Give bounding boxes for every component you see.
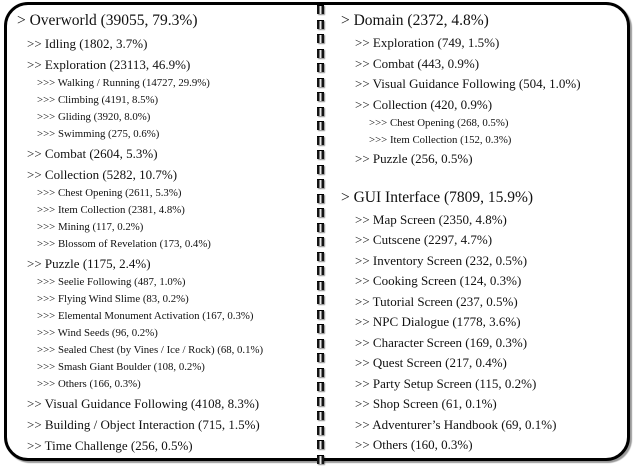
- binding-ring-icon: [316, 48, 324, 58]
- binding-ring-icon: [316, 382, 324, 392]
- tree-item: >>> Chest Opening (268, 0.5%): [369, 117, 509, 129]
- binding-ring-icon: [316, 19, 324, 29]
- binding-ring-icon: [316, 237, 324, 247]
- tree-item: >> Adventurer’s Handbook (69, 0.1%): [355, 416, 557, 432]
- tree-item: >>> Flying Wind Slime (83, 0.2%): [37, 293, 189, 305]
- left-page: > Overworld (39055, 79.3%) >> Idling (180…: [17, 9, 309, 456]
- binding-ring-icon: [316, 135, 324, 145]
- tree-item: >> Exploration (23113, 46.9%): [27, 57, 191, 72]
- binding-ring-icon: [316, 5, 324, 14]
- tree-item: >>> Elemental Monument Activation (167, …: [37, 310, 254, 322]
- tree-item: >> Tutorial Screen (237, 0.5%): [355, 293, 518, 309]
- tree-item: >> Cutscene (2297, 4.7%): [355, 232, 493, 247]
- binding-ring-icon: [316, 309, 324, 319]
- binding-ring-icon: [316, 324, 324, 334]
- binding-ring-icon: [316, 106, 324, 116]
- tree-item: >> Time Challenge (256, 0.5%): [27, 438, 193, 453]
- binding-ring-icon: [316, 164, 324, 174]
- tree-item: >>> Chest Opening (2611, 5.3%): [37, 187, 182, 199]
- tree-item: >> Building / Object Interaction (715, 1…: [27, 417, 260, 432]
- binding-ring-icon: [316, 353, 324, 363]
- tree-item: >> Cooking Screen (124, 0.3%): [355, 273, 522, 288]
- tree-section: > Domain (2372, 4.8%) >> Exploration (749…: [341, 9, 623, 170]
- tree-item: >>> Seelie Following (487, 1.0%): [37, 276, 186, 288]
- tree-section: > GUI Interface (7809, 15.9%) >> Map Scre…: [341, 186, 623, 456]
- tree-item: >>> Blossom of Revelation (173, 0.4%): [37, 238, 211, 250]
- tree-item: >> Quest Screen (217, 0.4%): [355, 355, 507, 370]
- tree-item: >>> Walking / Running (14727, 29.9%): [37, 77, 210, 89]
- tree-item: >>> Sealed Chest (by Vines / Ice / Rock)…: [37, 344, 264, 356]
- binding-ring-icon: [316, 411, 324, 421]
- binding-ring-icon: [316, 77, 324, 87]
- tree-item: >>> Item Collection (152, 0.3%): [369, 134, 512, 146]
- binding-ring-icon: [316, 280, 324, 290]
- tree-item: >> Combat (443, 0.9%): [355, 55, 480, 71]
- binding-ring-icon: [316, 34, 324, 44]
- binding-ring-icon: [316, 222, 324, 232]
- tree-item: >> Character Screen (169, 0.3%): [355, 334, 528, 350]
- binding-ring-icon: [316, 266, 324, 276]
- binding-ring-icon: [316, 251, 324, 261]
- tree-item: >> Collection (420, 0.9%): [355, 96, 493, 112]
- tree-item: >>> Smash Giant Boulder (108, 0.2%): [37, 361, 205, 373]
- tree-item: >> Visual Guidance Following (504, 1.0%): [355, 76, 581, 91]
- binding-ring-icon: [316, 440, 324, 450]
- binding-ring-icon: [316, 193, 324, 203]
- binding-ring-icon: [316, 367, 324, 377]
- tree-item: >> Combat (2604, 5.3%): [27, 146, 158, 161]
- tree-item: >> Party Setup Screen (115, 0.2%): [355, 375, 537, 391]
- tree-item: >> Visual Guidance Following (4108, 8.3%…: [27, 396, 260, 411]
- tree-item: >> Exploration (749, 1.5%): [355, 35, 500, 50]
- binding-ring-icon: [316, 179, 324, 189]
- tree-item: >> Map Screen (2350, 4.8%): [355, 211, 507, 227]
- binding-ring-icon: [316, 92, 324, 102]
- binding-ring-icon: [316, 63, 324, 73]
- tree-item: >> Inventory Screen (232, 0.5%): [355, 252, 528, 268]
- binding-ring-icon: [316, 295, 324, 305]
- tree-item: >>> Wind Seeds (96, 0.2%): [37, 327, 158, 339]
- tree-item: >> Puzzle (1175, 2.4%): [27, 256, 151, 271]
- notebook-figure: > Overworld (39055, 79.3%) >> Idling (180…: [4, 2, 630, 464]
- tree-item: >> Idling (1802, 3.7%): [27, 36, 148, 51]
- binding-ring-icon: [316, 396, 324, 406]
- tree-item: >> Collection (5282, 10.7%): [27, 167, 178, 182]
- tree-item: >>> Gliding (3920, 8.0%): [37, 111, 151, 123]
- binding-ring-icon: [316, 454, 324, 464]
- tree-item: > GUI Interface (7809, 15.9%): [341, 188, 534, 206]
- binding-ring-icon: [316, 121, 324, 131]
- tree-item: >>> Others (166, 0.3%): [37, 378, 141, 390]
- tree-item: >> Others (160, 0.3%): [355, 437, 473, 452]
- tree-item: >>> Climbing (4191, 8.5%): [37, 94, 159, 106]
- tree-item: > Domain (2372, 4.8%): [341, 12, 489, 29]
- binding-ring-icon: [316, 425, 324, 435]
- binding-ring-icon: [316, 150, 324, 160]
- tree-item: >> NPC Dialogue (1778, 3.6%): [355, 314, 521, 329]
- tree-item: > Overworld (39055, 79.3%): [17, 12, 198, 29]
- binding-ring-icon: [316, 338, 324, 348]
- tree-item: >>> Swimming (275, 0.6%): [37, 128, 160, 140]
- tree-item: >>> Mining (117, 0.2%): [37, 221, 144, 233]
- right-page: > Domain (2372, 4.8%) >> Exploration (749…: [341, 9, 623, 456]
- tree-item: >>> Item Collection (2381, 4.8%): [37, 204, 185, 216]
- tree-item: >> Puzzle (256, 0.5%): [355, 151, 473, 166]
- binding-ring-icon: [316, 208, 324, 218]
- spiral-binding: [313, 5, 327, 464]
- tree-item: >> Shop Screen (61, 0.1%): [355, 396, 497, 411]
